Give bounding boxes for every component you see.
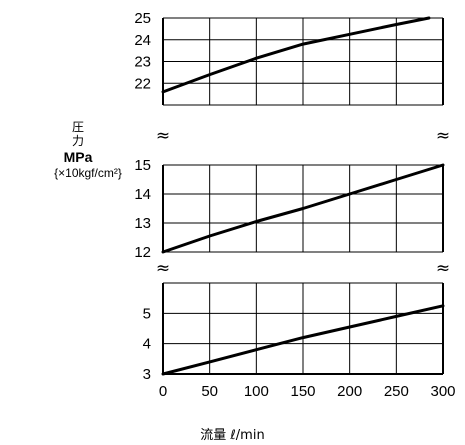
- grid: [162, 17, 444, 375]
- y-axis-label-line1: 圧: [71, 120, 84, 134]
- x-tick-label: 200: [337, 383, 362, 400]
- y-axis-unit: MPa: [63, 148, 93, 165]
- axis-break-mark: ≈: [436, 126, 450, 146]
- axis-break-mask: [438, 261, 448, 274]
- y-tick-label: 15: [134, 157, 151, 174]
- y-tick-label: 24: [134, 32, 151, 49]
- y-axis-label: 圧 力 MPa {×10kgf/cm²}: [18, 120, 158, 180]
- x-tick-label: 250: [384, 383, 409, 400]
- y-axis-label-line2: 力: [71, 134, 84, 149]
- series-line: [161, 163, 445, 254]
- axis-breaks: ≈ ≈ ≈ ≈: [156, 126, 450, 279]
- axis-break-mask: [158, 129, 168, 141]
- x-tick-label: 50: [201, 383, 218, 400]
- y-tick-label: 3: [143, 366, 151, 383]
- x-tick-label: 300: [430, 383, 455, 400]
- x-tick-label: 150: [290, 383, 315, 400]
- axis-break-mark: ≈: [436, 259, 450, 279]
- y-axis-unit-alt: {×10kgf/cm²}: [54, 165, 122, 180]
- y-tick-label: 14: [134, 186, 151, 203]
- y-tick-label: 23: [134, 54, 151, 71]
- y-tick-label: 12: [134, 244, 151, 261]
- axis-break-mark: ≈: [156, 259, 170, 279]
- y-tick-label: 4: [143, 336, 151, 353]
- y-tick-label: 22: [134, 75, 151, 92]
- axis-break-mark: ≈: [156, 126, 170, 146]
- x-axis-label: 流量 ℓ/min: [200, 428, 265, 443]
- x-tick-label: 0: [159, 383, 167, 400]
- series-lines: [161, 16, 445, 376]
- series-line: [161, 304, 445, 376]
- axis-break-mask: [438, 129, 448, 141]
- y-tick-label: 5: [143, 305, 151, 322]
- x-tick-label: 100: [244, 383, 269, 400]
- series-line: [161, 16, 431, 94]
- axis-break-mask: [158, 261, 168, 274]
- y-tick-label: 13: [134, 215, 151, 232]
- y-tick-label: 25: [134, 10, 151, 27]
